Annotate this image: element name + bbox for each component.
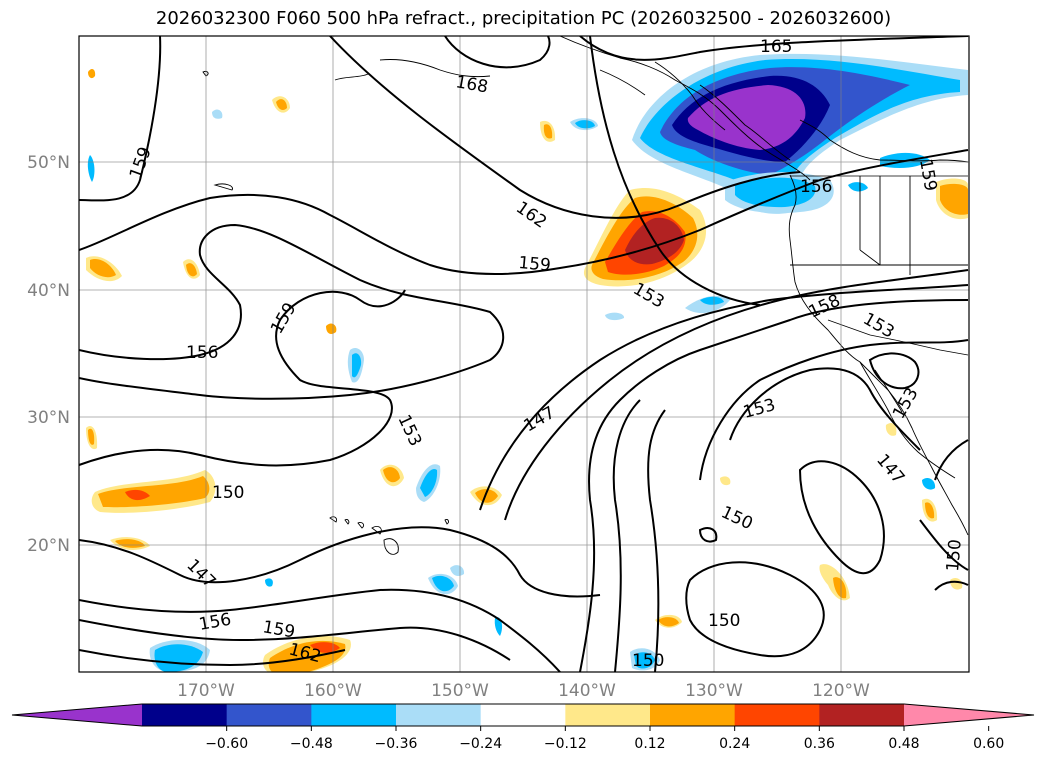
contour-label: 165 [760, 37, 792, 57]
colorbar-extend-high [904, 704, 1034, 726]
colorbar-tick-label: −0.12 [544, 736, 587, 752]
colorbar-tick-label: −0.60 [205, 736, 248, 752]
colorbar-segment [396, 704, 482, 726]
colorbar-tick-label: −0.48 [290, 736, 333, 752]
lat-label-20n: 20°N [27, 536, 70, 556]
colorbar-segment [480, 704, 566, 726]
longitude-labels: 170°W 160°W 150°W 140°W 130°W 120°W [177, 681, 870, 701]
contour-label: 150 [632, 651, 664, 671]
lon-label-130w: 130°W [685, 681, 743, 701]
colorbar-segment [819, 704, 905, 726]
colorbar-tick-label: 0.60 [973, 736, 1004, 752]
map-title: 2026032300 F060 500 hPa refract., precip… [155, 8, 892, 29]
contour-label: 156 [186, 343, 218, 363]
colorbar-outline [11, 703, 1035, 727]
colorbar-segment [142, 704, 228, 726]
lon-label-170w: 170°W [177, 681, 235, 701]
colorbar-segment [734, 704, 820, 726]
colorbar-tick-label: −0.24 [459, 736, 502, 752]
lat-label-40n: 40°N [27, 281, 70, 301]
refractivity-contours [79, 36, 969, 672]
colorbar-tick-label: 0.48 [888, 736, 919, 752]
colorbar: −0.60 −0.48 −0.36 −0.24 −0.12 0.12 0.24 0.36 0.4… [11, 703, 1035, 752]
contour-label: 159 [518, 253, 552, 276]
lat-label-50n: 50°N [27, 153, 70, 173]
colorbar-segment [650, 704, 736, 726]
colorbar-segment [226, 704, 312, 726]
contour-label: 150 [943, 538, 966, 572]
latitude-labels: 50°N 40°N 30°N 20°N [27, 153, 70, 556]
lon-label-150w: 150°W [431, 681, 489, 701]
colorbar-tick-label: 0.24 [719, 736, 750, 752]
colorbar-tick-label: 0.12 [634, 736, 665, 752]
contour-label: 156 [800, 177, 832, 197]
lon-label-160w: 160°W [304, 681, 362, 701]
contour-label: 150 [708, 611, 740, 631]
colorbar-tick-label: −0.36 [375, 736, 418, 752]
colorbar-segment [565, 704, 651, 726]
colorbar-tick-label: 0.36 [804, 736, 835, 752]
contour-label: 150 [212, 483, 244, 503]
colorbar-extend-low [12, 704, 142, 726]
lon-label-140w: 140°W [558, 681, 616, 701]
lon-label-120w: 120°W [812, 681, 870, 701]
plot-frame [78, 35, 970, 673]
colorbar-segment [311, 704, 397, 726]
lat-label-30n: 30°N [27, 408, 70, 428]
